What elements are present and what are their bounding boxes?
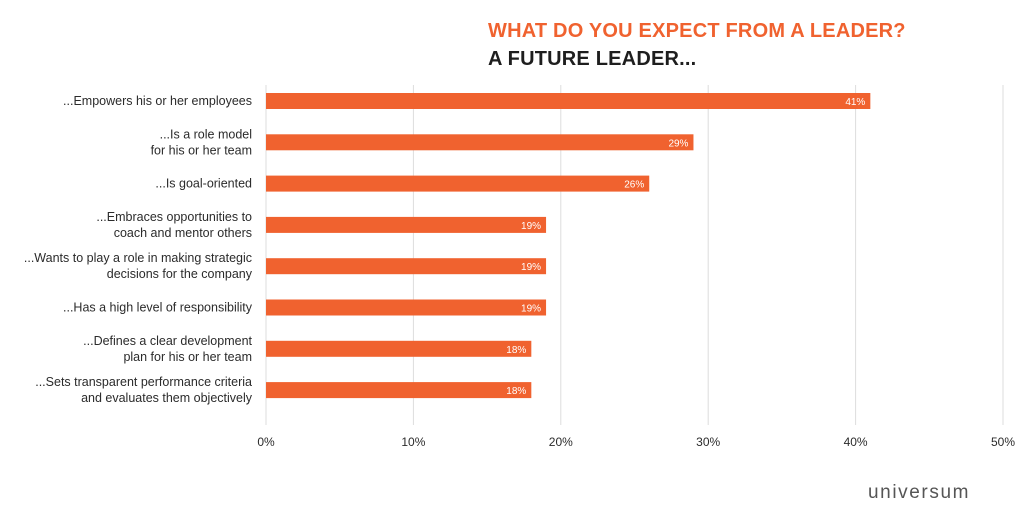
x-tick-label: 50% — [991, 435, 1015, 449]
bar-value-label: 19% — [521, 304, 541, 315]
chart-subtitle: A FUTURE LEADER... — [488, 48, 697, 70]
x-tick-label: 20% — [549, 435, 573, 449]
x-tick-label: 30% — [696, 435, 720, 449]
category-label: for his or her team — [151, 143, 252, 157]
category-label: and evaluates them objectively — [81, 391, 253, 405]
category-label: ...Embraces opportunities to — [96, 210, 252, 224]
bar-value-label: 41% — [845, 97, 865, 108]
bar — [266, 382, 532, 399]
bar-value-label: 19% — [521, 221, 541, 232]
bar-value-label: 29% — [668, 138, 688, 149]
category-label: ...Sets transparent performance criteria — [35, 375, 252, 389]
category-label: ...Is a role model — [160, 127, 252, 141]
category-label: plan for his or her team — [123, 350, 252, 364]
category-label: ...Has a high level of responsibility — [63, 301, 253, 315]
category-label: ...Empowers his or her employees — [63, 94, 252, 108]
bar-value-label: 18% — [506, 386, 526, 397]
category-label: coach and mentor others — [114, 226, 252, 240]
category-label: ...Is goal-oriented — [155, 177, 252, 191]
category-label: decisions for the company — [107, 267, 253, 281]
bar — [266, 134, 694, 151]
bar — [266, 93, 871, 109]
x-tick-label: 10% — [401, 435, 425, 449]
bar — [266, 216, 547, 233]
bar — [266, 340, 532, 357]
bar — [266, 258, 547, 275]
bar-value-label: 26% — [624, 180, 644, 191]
category-label: ...Defines a clear development — [83, 334, 252, 348]
x-tick-label: 0% — [257, 435, 275, 449]
bar-value-label: 19% — [521, 262, 541, 273]
bar-value-label: 18% — [506, 345, 526, 356]
category-label: ...Wants to play a role in making strate… — [24, 251, 252, 265]
brand-logo: universum — [868, 482, 971, 503]
bar — [266, 175, 650, 192]
chart-title: WHAT DO YOU EXPECT FROM A LEADER? — [488, 20, 906, 42]
x-tick-label: 40% — [844, 435, 868, 449]
bar — [266, 299, 547, 316]
